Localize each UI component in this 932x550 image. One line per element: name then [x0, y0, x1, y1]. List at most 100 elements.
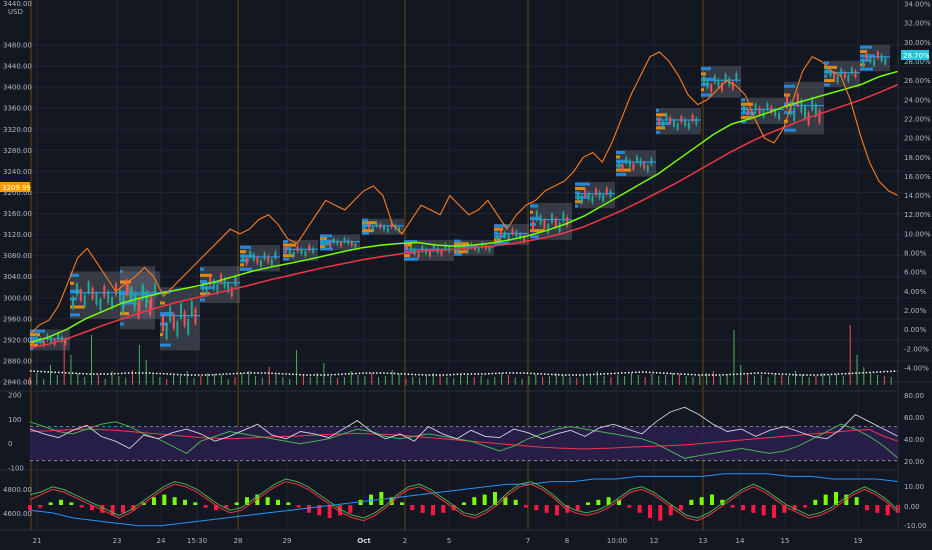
- profile-bar: [575, 186, 585, 190]
- macd-hist-bar: [699, 497, 704, 505]
- candle-body: [444, 244, 447, 250]
- price-tick-label: 2880.00: [3, 357, 32, 365]
- profile-bar: [283, 254, 294, 258]
- candle-body: [325, 241, 328, 245]
- candle-body: [270, 259, 273, 266]
- current-percent-tag[interactable]: 28.70%: [901, 50, 930, 60]
- rsi-band: [30, 426, 898, 461]
- macd-hist-bar: [648, 505, 652, 518]
- x-tick-label: 29: [283, 537, 292, 545]
- rsi-left-tick-label: 0: [8, 440, 12, 448]
- candle-body: [429, 251, 431, 257]
- price-tick-label: 2920.00: [3, 336, 32, 344]
- candle-body: [672, 120, 675, 127]
- candle-body: [125, 280, 128, 296]
- candle-body: [646, 165, 649, 172]
- profile-bar: [200, 267, 204, 271]
- candle-body: [103, 285, 106, 298]
- price-tick-label: 3040.00: [3, 273, 32, 281]
- macd-hist-bar: [203, 505, 208, 508]
- candle-body: [115, 283, 117, 296]
- price-tick-label: 3000.00: [3, 294, 32, 302]
- candle-body: [807, 112, 810, 126]
- macd-hist-bar: [575, 505, 580, 511]
- macd-hist-bar: [193, 502, 198, 505]
- rsi-panel: [29, 406, 899, 462]
- price-tick-label: 2840.00: [3, 379, 32, 387]
- macd-hist-bar: [276, 499, 280, 505]
- profile-bar: [30, 329, 45, 333]
- profile-bar: [160, 343, 171, 347]
- profile-bar: [240, 250, 246, 254]
- candle-body: [577, 194, 579, 201]
- profile-bar: [320, 234, 332, 238]
- profile-bar: [120, 301, 134, 305]
- profile-bar: [530, 210, 533, 214]
- macd-hist-bar: [792, 505, 797, 511]
- current-percent-tag-text: 28.70%: [903, 52, 930, 60]
- profile-bar: [320, 244, 325, 248]
- macd-hist-bar: [710, 494, 714, 505]
- profile-bar: [701, 67, 711, 71]
- percent-overlay-line: [29, 51, 899, 335]
- candle-body: [322, 239, 324, 244]
- candle-body: [706, 80, 709, 89]
- candle-body: [523, 236, 526, 242]
- candle-body: [340, 242, 342, 247]
- profile-bar: [404, 257, 418, 261]
- profile-bar: [240, 254, 254, 258]
- profile-bar: [494, 227, 503, 231]
- profile-bar: [530, 229, 544, 233]
- candle-body: [632, 163, 635, 170]
- macd-hist-bar: [317, 505, 322, 516]
- macd-hist-bar: [110, 505, 115, 516]
- profile-bar: [494, 241, 509, 245]
- candle-body: [145, 292, 148, 308]
- candle-body: [42, 340, 45, 346]
- candle-body: [406, 244, 408, 250]
- candle-body: [818, 110, 821, 123]
- x-tick-label: 21: [33, 537, 42, 545]
- macd-hist-bar: [441, 505, 446, 513]
- profile-bar: [701, 82, 709, 86]
- macd-hist-bar: [152, 497, 156, 505]
- macd-hist-bar: [772, 505, 776, 518]
- price-tick-label: 3120.00: [3, 231, 32, 239]
- candle-body: [843, 71, 846, 79]
- candle-body: [750, 111, 753, 119]
- percent-tick-label: 4.00%: [904, 288, 927, 296]
- macd-hist-bar: [513, 499, 518, 505]
- macd-green-line: [29, 478, 899, 519]
- candle-body: [481, 243, 484, 248]
- rsi-white-line: [29, 406, 899, 450]
- percent-tick-label: 12.00%: [904, 211, 931, 219]
- percent-tick-label: 22.00%: [904, 115, 931, 123]
- candle-body: [854, 70, 857, 78]
- profile-bar: [575, 204, 578, 208]
- macd-hist-bar: [214, 505, 218, 511]
- profile-bar: [160, 312, 173, 316]
- candle-body: [695, 118, 698, 125]
- profile-bar: [454, 250, 467, 254]
- percent-tick-label: 26.00%: [904, 77, 931, 85]
- candle-body: [190, 301, 193, 317]
- profile-bar: [575, 200, 583, 204]
- macd-red-line: [29, 481, 899, 522]
- profile-bar: [741, 102, 753, 106]
- current-price-tag[interactable]: 3209.99: [0, 182, 31, 192]
- macd-hist-bar: [761, 505, 766, 516]
- candle-body: [580, 197, 583, 204]
- candle-body: [880, 55, 883, 62]
- candle-body: [507, 234, 510, 240]
- profile-bar: [70, 305, 85, 309]
- candle-body: [661, 121, 664, 128]
- x-tick-label: 8: [565, 537, 569, 545]
- current-price-tag-bg: [0, 182, 30, 192]
- profile-bar: [240, 258, 249, 262]
- percent-tick-label: 18.00%: [904, 154, 931, 162]
- candle-body: [129, 287, 132, 303]
- candle-body: [137, 302, 140, 318]
- candle-body: [658, 118, 660, 125]
- candle-body: [432, 245, 435, 251]
